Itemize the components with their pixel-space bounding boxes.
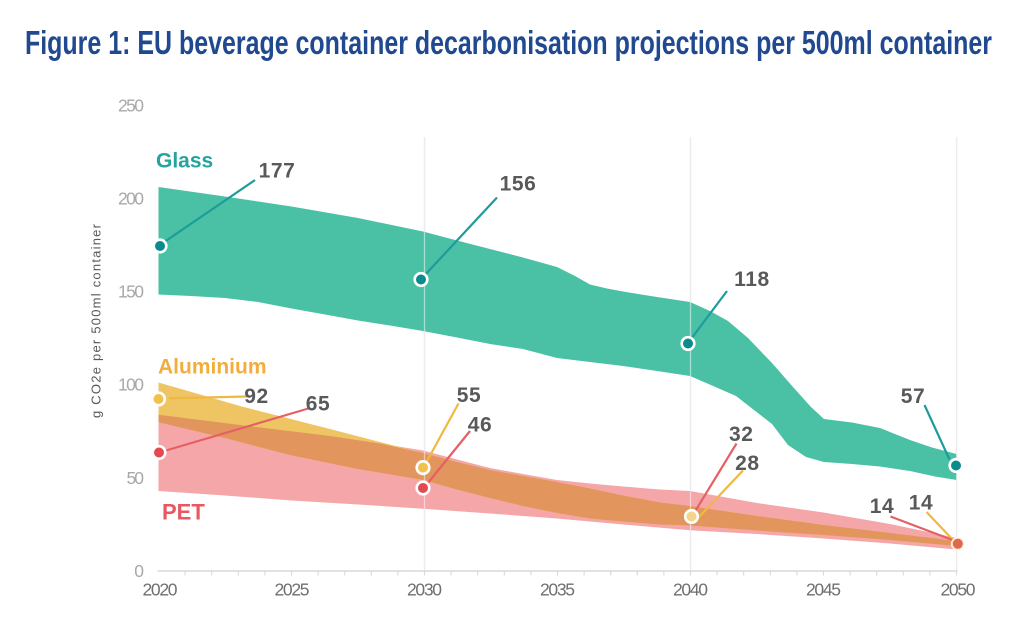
svg-text:14: 14 — [909, 492, 934, 515]
svg-text:2030: 2030 — [407, 580, 442, 600]
svg-text:2050: 2050 — [941, 580, 976, 600]
svg-text:14: 14 — [870, 495, 895, 518]
svg-text:Glass: Glass — [156, 150, 213, 173]
svg-text:0: 0 — [134, 561, 144, 581]
svg-text:150: 150 — [118, 282, 144, 302]
svg-text:200: 200 — [118, 189, 144, 209]
svg-text:57: 57 — [901, 385, 926, 408]
svg-text:Figure 1: EU beverage containe: Figure 1: EU beverage container decarbon… — [25, 24, 992, 61]
svg-text:92: 92 — [244, 385, 269, 408]
svg-text:55: 55 — [457, 384, 482, 407]
svg-text:32: 32 — [729, 423, 754, 446]
svg-text:46: 46 — [468, 414, 493, 437]
svg-text:156: 156 — [500, 173, 537, 196]
svg-text:28: 28 — [735, 452, 760, 475]
svg-text:250: 250 — [118, 95, 144, 115]
svg-text:2025: 2025 — [275, 580, 310, 600]
svg-text:2020: 2020 — [143, 580, 178, 600]
svg-text:PET: PET — [162, 500, 205, 525]
svg-text:Aluminium: Aluminium — [158, 356, 267, 379]
svg-text:2045: 2045 — [806, 580, 841, 600]
svg-text:100: 100 — [118, 375, 144, 395]
svg-text:50: 50 — [127, 468, 145, 488]
svg-text:g CO2e per 500ml container: g CO2e per 500ml container — [89, 223, 104, 418]
svg-text:177: 177 — [259, 160, 296, 183]
svg-text:118: 118 — [734, 268, 770, 291]
svg-text:2035: 2035 — [540, 580, 575, 600]
svg-text:2040: 2040 — [673, 580, 708, 600]
svg-text:65: 65 — [306, 393, 331, 416]
